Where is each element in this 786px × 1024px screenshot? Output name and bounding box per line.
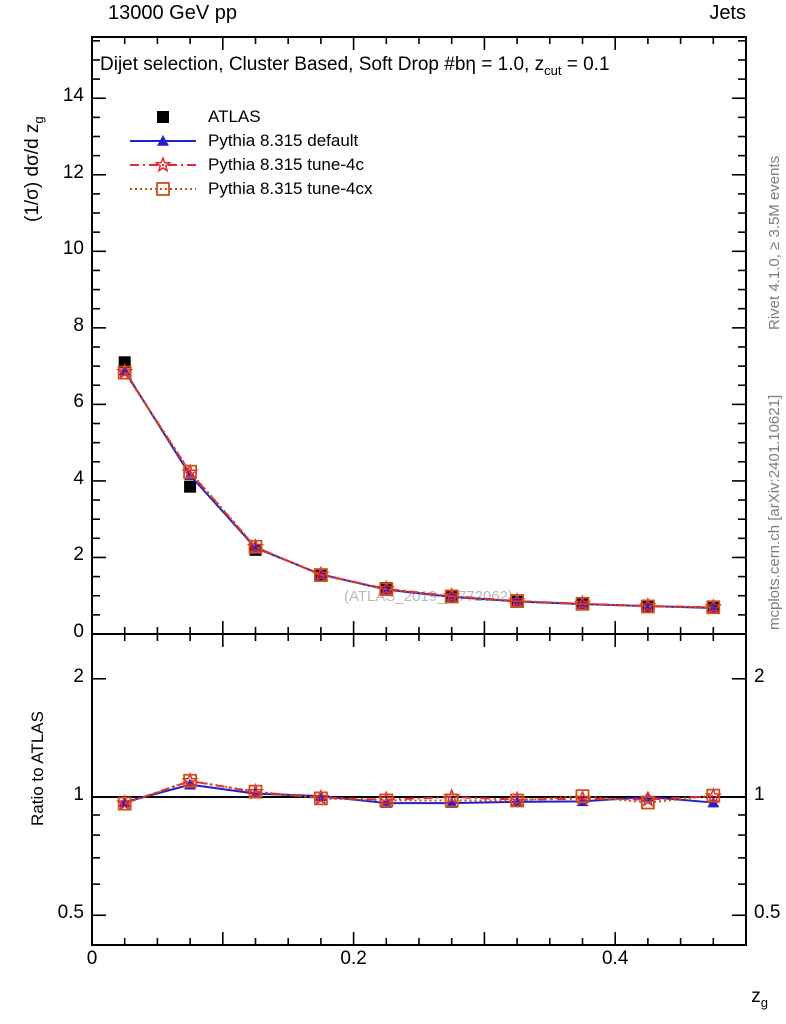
y-tick-label-ratio: 0.5 xyxy=(57,902,84,924)
series-line xyxy=(123,372,714,609)
data-marker xyxy=(573,594,592,612)
legend-label: Pythia 8.315 default xyxy=(208,131,359,150)
y-tick-label-main: 2 xyxy=(73,544,84,566)
y-tick-label-ratio-right: 1 xyxy=(754,784,765,805)
data-marker xyxy=(248,539,263,554)
data-marker xyxy=(704,598,722,615)
data-marker xyxy=(444,589,459,604)
plot-title-zcut-sub: cut xyxy=(544,62,562,78)
y-tick-label-ratio: 1 xyxy=(73,784,84,805)
data-marker xyxy=(183,773,198,788)
data-marker xyxy=(312,565,330,583)
legend-key-star-open xyxy=(128,153,198,177)
data-marker xyxy=(704,787,722,804)
data-marker xyxy=(510,594,525,608)
header-right-label: Jets xyxy=(709,2,746,24)
y-tick-label-main: 8 xyxy=(73,314,84,336)
series-pythia-8-315-tune-4cx xyxy=(117,773,721,811)
series-atlas xyxy=(118,356,720,614)
data-marker xyxy=(510,793,525,808)
data-marker xyxy=(508,591,526,609)
legend-label: ATLAS xyxy=(208,107,261,126)
data-marker xyxy=(575,789,590,804)
y-tick-label-main: 10 xyxy=(62,238,84,260)
series-line xyxy=(123,371,714,609)
series-pythia-8-315-tune-4c xyxy=(116,362,722,615)
series-line xyxy=(124,779,714,805)
data-marker xyxy=(181,463,199,480)
y-tick-label-ratio-right: 0.5 xyxy=(754,902,781,924)
y-tick-label-ratio: 2 xyxy=(73,665,84,687)
series-pythia-8-315-tune-4cx xyxy=(117,365,721,615)
legend-key-triangle-filled xyxy=(128,129,198,153)
data-marker xyxy=(639,596,657,614)
y-tick-label-main: 12 xyxy=(62,161,84,183)
data-marker xyxy=(183,464,198,479)
legend-label: Pythia 8.315 tune-4c xyxy=(208,155,364,174)
y-tick-label-ratio-right: 2 xyxy=(754,665,765,687)
x-axis-label: zg xyxy=(751,986,768,1010)
data-marker xyxy=(444,793,459,808)
plot-title-zcut-val: = 0.1 xyxy=(561,54,610,75)
data-marker xyxy=(156,182,170,196)
data-marker xyxy=(181,771,199,789)
data-marker xyxy=(377,579,395,597)
y-tick-label-main: 14 xyxy=(62,85,84,107)
y-tick-label-main: 6 xyxy=(73,391,84,413)
series-line xyxy=(123,370,714,609)
data-marker xyxy=(508,790,526,807)
x-tick-label: 0.2 xyxy=(340,948,367,969)
x-tick-label: 0 xyxy=(86,948,98,969)
plot-title: Dijet selection, Cluster Based, Soft Dro… xyxy=(100,54,610,78)
data-marker xyxy=(248,784,263,799)
legend-label: Pythia 8.315 tune-4cx xyxy=(208,179,373,198)
data-marker xyxy=(575,596,590,611)
data-marker xyxy=(377,790,395,807)
x-tick-label: 0.4 xyxy=(601,948,629,969)
legend-key-square-open xyxy=(128,177,198,201)
data-marker xyxy=(154,155,172,173)
data-marker xyxy=(641,599,655,614)
data-marker xyxy=(313,791,328,806)
legend-key-square-filled xyxy=(128,105,198,129)
series-pythia-8-315-default xyxy=(118,364,720,613)
data-marker xyxy=(312,788,330,806)
plot-title-eta: η = 1.0, z xyxy=(465,54,545,75)
data-marker xyxy=(706,788,721,803)
data-marker xyxy=(379,793,394,808)
y-tick-label-main-zero: 0 xyxy=(73,621,84,642)
panel-frame-bottom xyxy=(91,633,747,946)
data-marker xyxy=(117,365,132,380)
data-marker xyxy=(117,796,132,811)
data-marker xyxy=(313,568,328,582)
data-marker xyxy=(379,582,394,597)
data-marker xyxy=(706,600,721,615)
y-tick-label-main: 4 xyxy=(73,467,84,489)
data-marker xyxy=(443,586,461,604)
data-marker xyxy=(445,797,458,808)
header-left-label: 13000 GeV pp xyxy=(108,2,237,24)
data-marker xyxy=(246,782,265,800)
data-marker xyxy=(641,795,655,810)
panel-frame-top xyxy=(91,36,747,635)
data-marker xyxy=(118,356,131,369)
data-marker xyxy=(157,111,169,123)
plot-title-main: Dijet selection, Cluster Based, Soft Dro… xyxy=(100,54,466,75)
data-marker xyxy=(116,362,134,380)
data-marker xyxy=(246,537,265,555)
series-pythia-8-315-default xyxy=(118,778,720,808)
data-marker xyxy=(157,135,169,146)
data-marker xyxy=(184,480,197,493)
